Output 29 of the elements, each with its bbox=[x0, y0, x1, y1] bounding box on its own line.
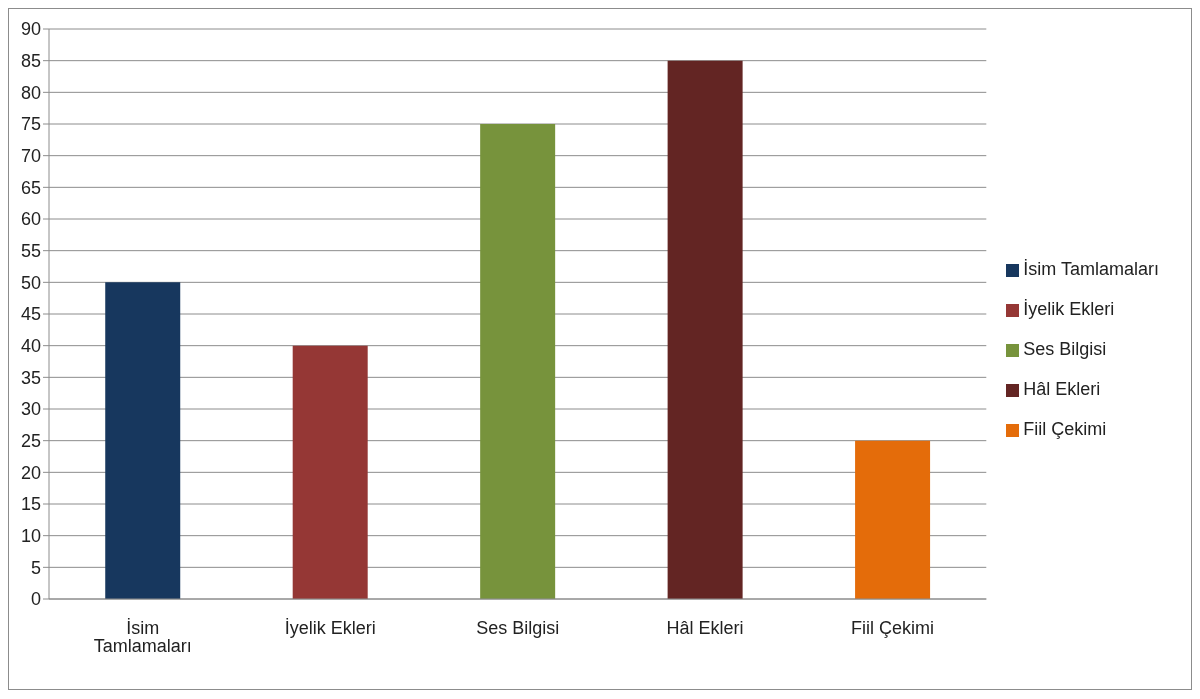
y-tick-label: 20 bbox=[20, 462, 41, 483]
y-tick-label: 70 bbox=[20, 146, 41, 167]
y-tick-label: 35 bbox=[20, 367, 41, 388]
y-tick-label: 75 bbox=[20, 114, 41, 135]
legend-label: İsim Tamlamaları bbox=[1023, 259, 1159, 279]
x-tick-label: İyelik Ekleri bbox=[284, 617, 376, 638]
y-tick-label: 85 bbox=[20, 51, 41, 72]
y-tick-label: 10 bbox=[20, 526, 41, 547]
legend-label: İyelik Ekleri bbox=[1023, 299, 1115, 319]
y-tick-label: 65 bbox=[20, 177, 41, 198]
x-tick-label: Ses Bilgisi bbox=[476, 617, 560, 638]
legend-label: Hâl Ekleri bbox=[1023, 379, 1101, 399]
y-tick-label: 5 bbox=[30, 557, 41, 578]
y-tick-label: 60 bbox=[20, 209, 41, 230]
x-tick-label: Fiil Çekimi bbox=[851, 617, 935, 638]
legend-label: Fiil Çekimi bbox=[1023, 419, 1107, 439]
y-tick-label: 40 bbox=[20, 336, 41, 357]
y-tick-label: 45 bbox=[20, 304, 41, 325]
y-tick-label: 15 bbox=[20, 494, 41, 515]
y-tick-label: 80 bbox=[20, 82, 41, 103]
x-tick-label: Hâl Ekleri bbox=[666, 617, 744, 638]
y-tick-label: 25 bbox=[20, 431, 41, 452]
y-tick-label: 55 bbox=[20, 241, 41, 262]
y-tick-label: 50 bbox=[20, 272, 41, 293]
legend-label: Ses Bilgisi bbox=[1023, 339, 1107, 359]
y-tick-label: 0 bbox=[30, 589, 41, 610]
y-tick-label: 30 bbox=[20, 399, 41, 420]
y-tick-label: 90 bbox=[20, 19, 41, 40]
x-tick-label: İsim Tamlamaları bbox=[93, 617, 192, 656]
